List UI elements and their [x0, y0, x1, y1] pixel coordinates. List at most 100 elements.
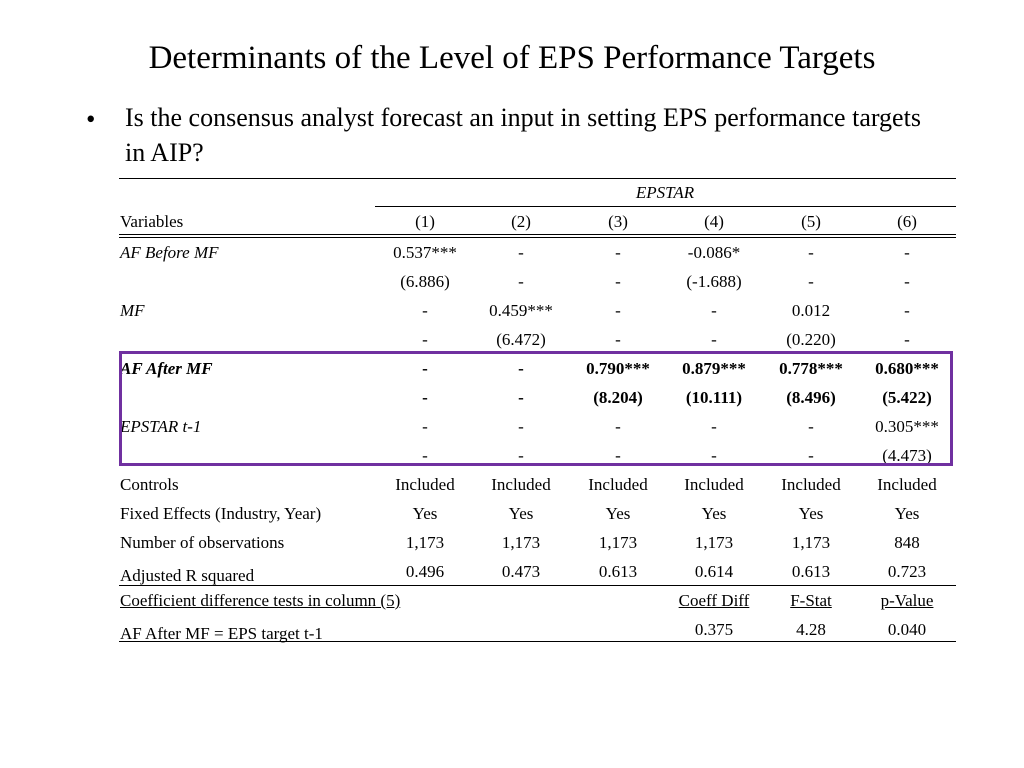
diff-tests-rule [119, 585, 956, 586]
table-cell: - [711, 330, 717, 349]
row-label: MF [120, 301, 145, 320]
table-cell: - [808, 446, 814, 465]
column-header: (3) [608, 212, 628, 231]
table-cell: (4.473) [882, 446, 932, 465]
table-cell: 1,173 [791, 533, 831, 552]
table-cell: - [904, 272, 910, 291]
table-cell: 0.680*** [875, 359, 939, 378]
table-cell: - [711, 446, 717, 465]
table-cell: Yes [412, 504, 438, 523]
diff-test-label: AF After MF = EPS target t-1 [120, 624, 323, 643]
table-cell: Included [395, 475, 455, 494]
table-cell: - [422, 301, 428, 320]
table-cell: Yes [798, 504, 824, 523]
table-cell: 0.459*** [489, 301, 553, 320]
table-cell: (6.886) [400, 272, 450, 291]
bullet-marker: • [86, 104, 96, 134]
table-cell: (10.111) [685, 388, 743, 407]
table-cell: 0.614 [694, 562, 734, 581]
table-cell: - [422, 330, 428, 349]
table-cell: 0.778*** [779, 359, 843, 378]
table-cell: - [615, 272, 621, 291]
slide-title: Determinants of the Level of EPS Perform… [148, 40, 876, 76]
table-cell: - [615, 446, 621, 465]
table-cell: 0.879*** [682, 359, 746, 378]
regression-table: EPSTAR Variables (1) (2) (3) (4) (5) (6)… [119, 178, 956, 644]
table-cell: 1,173 [405, 533, 445, 552]
table-cell: Included [877, 475, 937, 494]
table-cell: (5.422) [882, 388, 932, 407]
coeff-diff-header: Coeff Diff [678, 591, 750, 610]
column-header: (5) [801, 212, 821, 231]
table-row: Fixed Effects (Industry, Year) Yes Yes Yes Y… [119, 499, 956, 528]
table-body: AF Before MF 0.537*** - - -0.086* - - (6.886) - -… [119, 238, 956, 586]
table-cell: (8.496) [786, 388, 836, 407]
table-cell: Included [491, 475, 551, 494]
row-label: AF Before MF [120, 243, 219, 262]
table-cell: 0.723 [887, 562, 927, 581]
coeff-diff-value: 0.375 [694, 620, 734, 639]
table-row: (6.886) - - (-1.688) - - [119, 267, 956, 296]
table-cell: - [518, 272, 524, 291]
table-cell: - [808, 243, 814, 262]
f-stat-header: F-Stat [790, 591, 832, 610]
table-cell: - [615, 301, 621, 320]
diff-tests-header-row: Coefficient difference tests in column (… [119, 586, 956, 615]
table-cell: - [808, 417, 814, 436]
table-cell: - [422, 417, 428, 436]
table-cell: - [518, 388, 524, 407]
variables-header: Variables [120, 212, 184, 231]
column-header-row: Variables (1) (2) (3) (4) (5) (6) [119, 207, 956, 236]
table-cell: 1,173 [501, 533, 541, 552]
table-cell: Yes [701, 504, 727, 523]
table-cell: 0.012 [791, 301, 831, 320]
table-cell: 848 [894, 533, 920, 552]
table-cell: - [904, 301, 910, 320]
row-label: AF After MF [120, 359, 213, 378]
table-cell: -0.086* [687, 243, 741, 262]
row-label: Fixed Effects (Industry, Year) [120, 504, 322, 523]
row-label: Adjusted R squared [120, 566, 255, 585]
table-cell: - [518, 446, 524, 465]
diff-tests-value-row: AF After MF = EPS target t-1 0.375 4.28 … [119, 615, 956, 644]
table-cell: 1,173 [598, 533, 638, 552]
table-cell: - [904, 243, 910, 262]
table-cell: 0.790*** [586, 359, 650, 378]
table-cell: Yes [894, 504, 920, 523]
epstar-header-row: EPSTAR [119, 178, 956, 207]
p-value-value: 0.040 [887, 620, 927, 639]
diff-tests-label: Coefficient difference tests in column (… [120, 591, 401, 610]
table-row: Adjusted R squared 0.496 0.473 0.613 0.614 0.… [119, 557, 956, 586]
table-cell: 0.613 [598, 562, 638, 581]
f-stat-value: 4.28 [796, 620, 826, 639]
highlight-box [119, 351, 953, 466]
table-row: AF Before MF 0.537*** - - -0.086* - - [119, 238, 956, 267]
table-row: - - (8.204) (10.111) (8.496) (5.422) [119, 383, 956, 412]
table-cell: - [615, 417, 621, 436]
table-cell: Included [781, 475, 841, 494]
table-cell: - [711, 417, 717, 436]
table-cell: - [518, 417, 524, 436]
table-cell: - [615, 330, 621, 349]
table-row: - (6.472) - - (0.220) - [119, 325, 956, 354]
table-cell: Included [588, 475, 648, 494]
table-cell: (6.472) [496, 330, 546, 349]
table-cell: Yes [605, 504, 631, 523]
p-value-header: p-Value [880, 591, 934, 610]
table-row: Controls Included Included Included Included… [119, 470, 956, 499]
table-row: EPSTAR t-1 - - - - - 0.305*** [119, 412, 956, 441]
bullet-text: Is the consensus analyst forecast an inp… [125, 103, 921, 167]
row-label: Number of observations [120, 533, 285, 552]
table-cell: - [615, 243, 621, 262]
table-cell: Yes [508, 504, 534, 523]
column-header: (6) [897, 212, 917, 231]
table-cell: (0.220) [786, 330, 836, 349]
table-cell: 0.473 [501, 562, 541, 581]
column-header: (4) [704, 212, 724, 231]
row-label: EPSTAR t-1 [120, 417, 202, 436]
table-cell: - [422, 359, 428, 378]
column-header: (2) [511, 212, 531, 231]
table-cell: - [904, 330, 910, 349]
table-cell: 0.496 [405, 562, 445, 581]
table-cell: 0.613 [791, 562, 831, 581]
